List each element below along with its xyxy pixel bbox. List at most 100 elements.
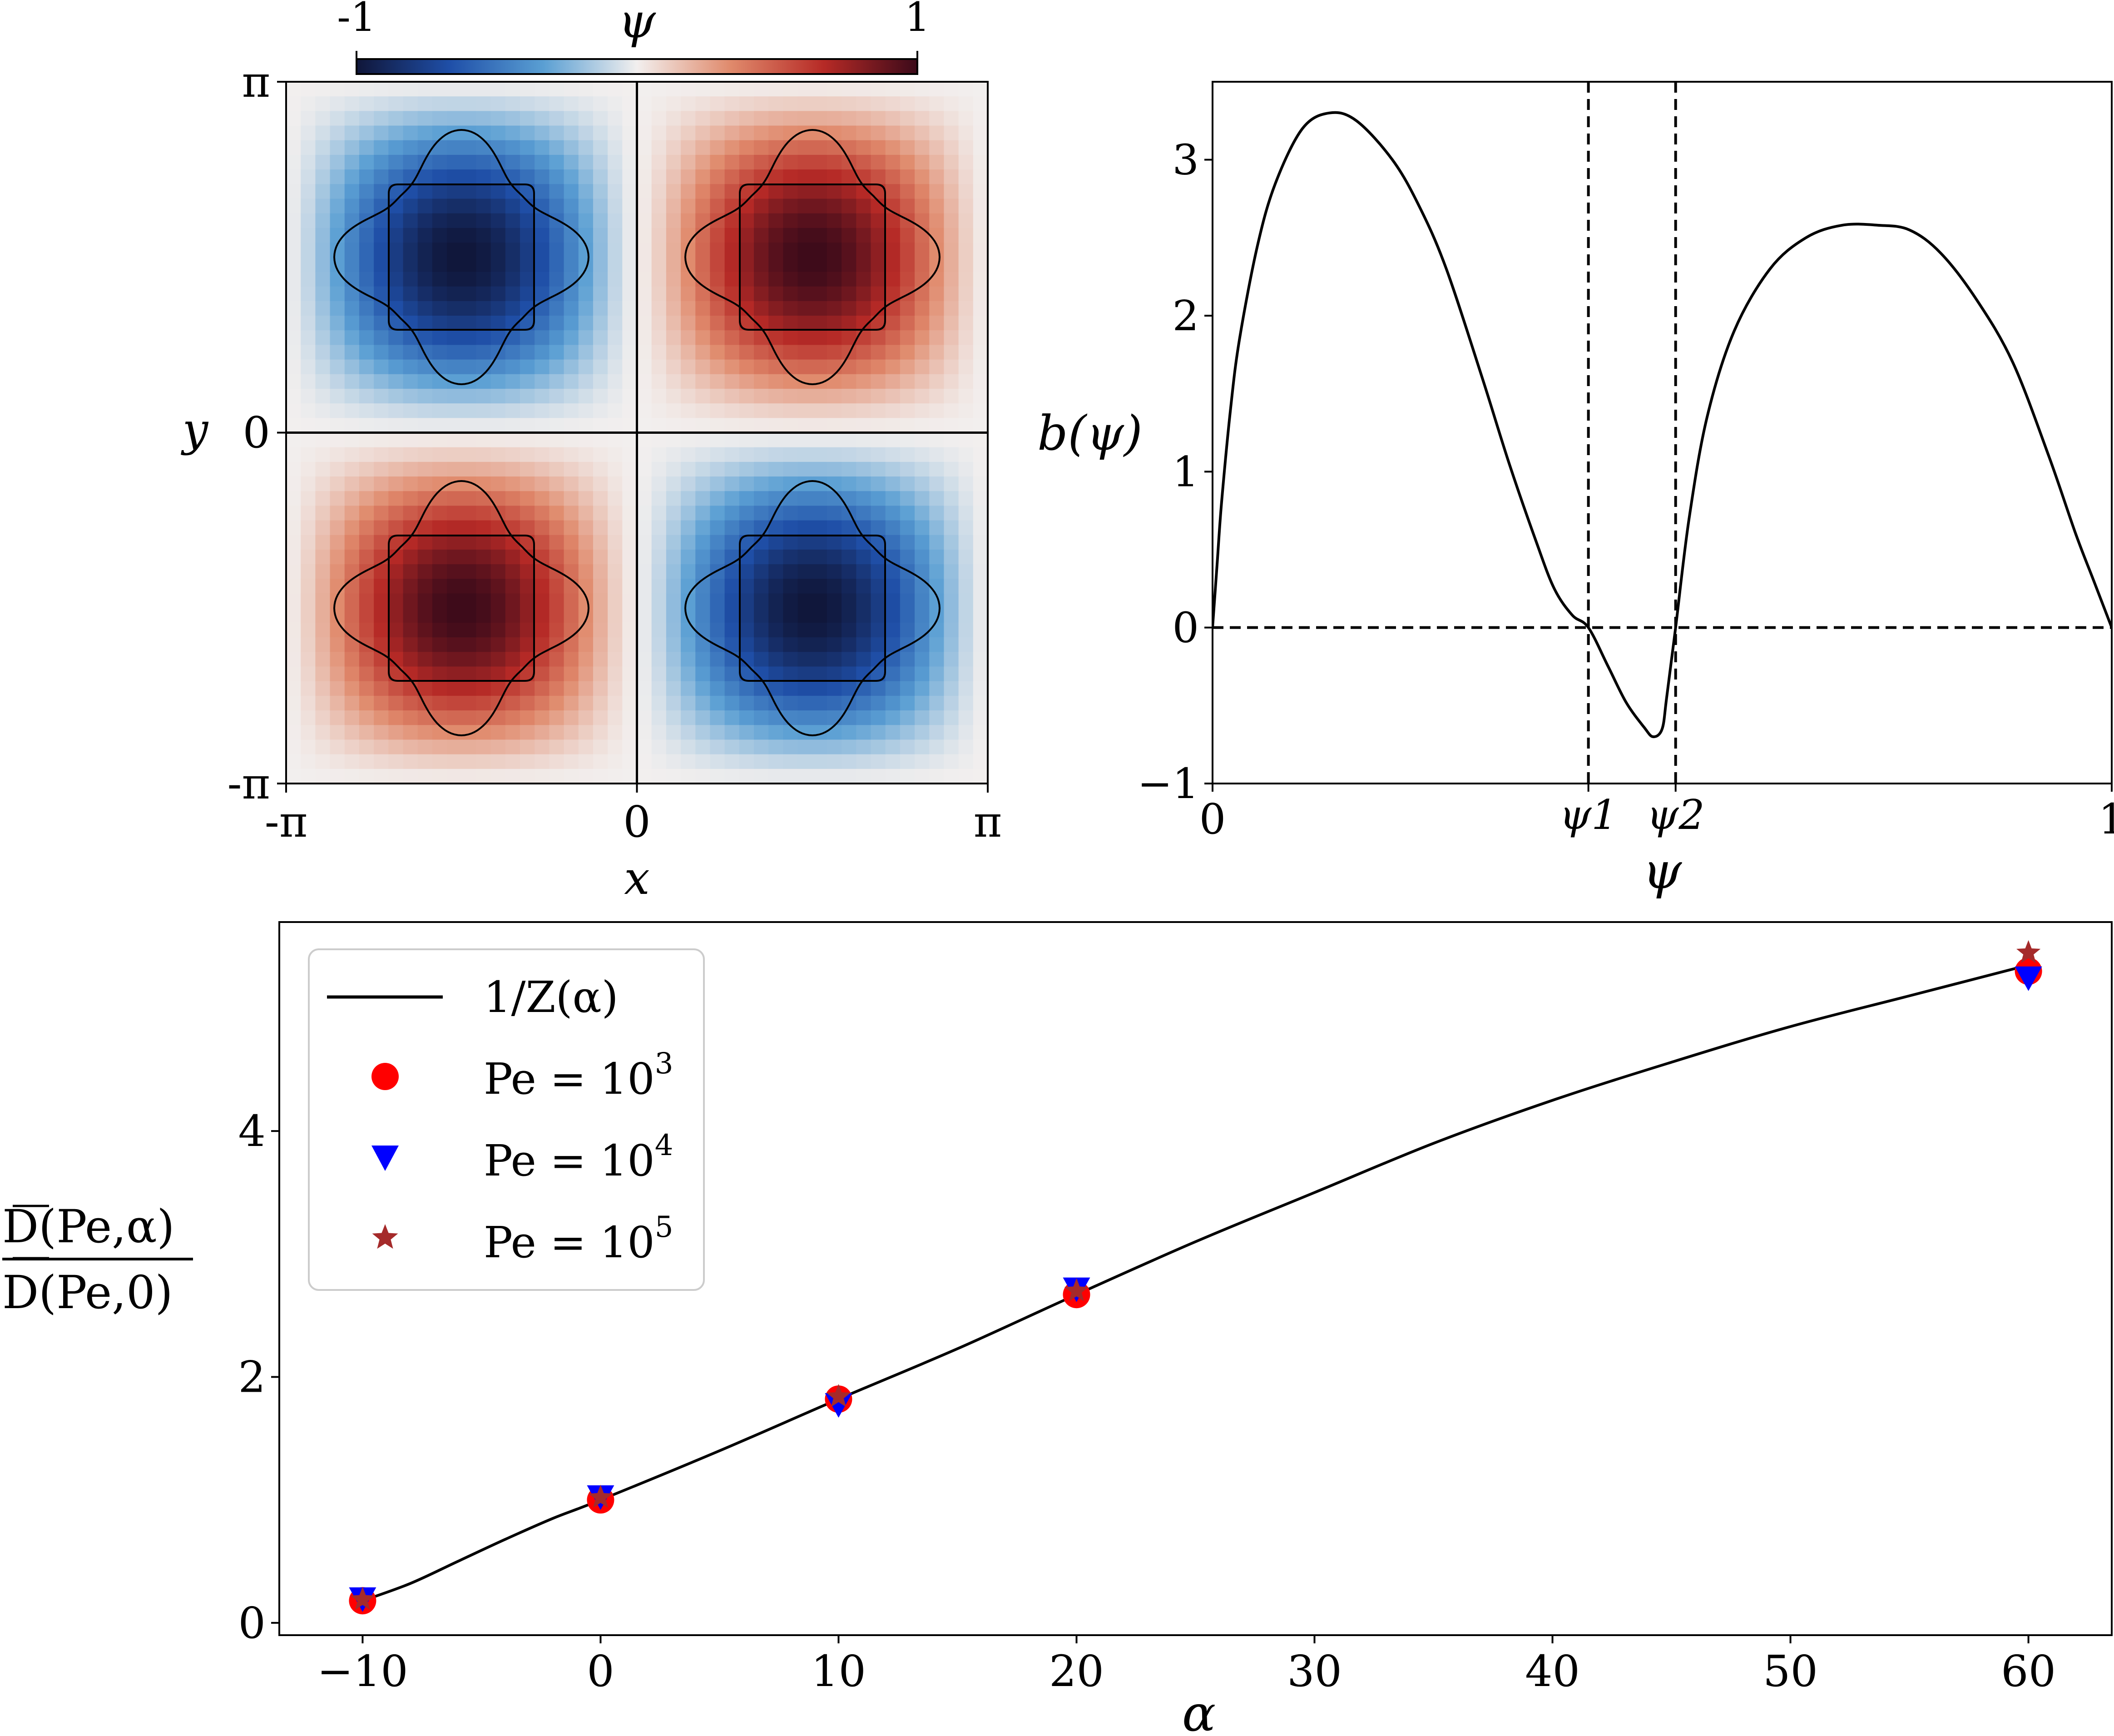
heatmap-cell [812,564,827,580]
heatmap-cell [666,739,681,755]
heatmap-cell [388,432,404,448]
heatmap-cell [797,666,813,682]
heatmap-cell [783,754,798,769]
b-psi-plot-area [1213,82,2112,784]
heatmap-cell [432,198,447,214]
heatmap-cell [973,550,988,565]
heatmap-cell [944,564,959,580]
heatmap-cell [783,608,798,623]
heatmap-cell [432,228,447,243]
heatmap-cell [915,169,930,185]
heatmap-cell [564,82,579,97]
heatmap-cell [447,169,462,185]
heatmap-cell [330,447,345,462]
heatmap-cell [827,140,842,155]
heatmap-cell [900,652,915,667]
heatmap-cell [637,184,652,199]
heatmap-cell [929,754,945,769]
heatmap-cell [330,198,345,214]
heatmap-cell [929,330,945,346]
heatmap-cell [286,111,301,126]
heatmap-cell [651,652,667,667]
heatmap-cell [915,345,930,360]
heatmap-cell [432,169,447,185]
heatmap-cell [915,506,930,521]
heatmap-cell [944,622,959,638]
heatmap-cell [505,754,520,769]
pe5-marker [588,1484,613,1508]
heatmap-cell [754,243,769,258]
diffusivity-ylabel: D(Pe,α) D(Pe,0) [2,1200,193,1319]
heatmap-cell [564,330,579,346]
heatmap-cell [344,359,360,375]
heatmap-cell [490,184,506,199]
heatmap-cell [315,140,331,155]
heatmap-cell [681,301,696,316]
heatmap-cell [900,608,915,623]
heatmap-cell [915,491,930,506]
heatmap-cell [885,111,901,126]
heatmap-cell [344,535,360,550]
heatmap-cell [359,374,374,389]
heatmap-cell [944,388,959,404]
heatmap-cell [651,725,667,740]
heatmap-cell [505,710,520,726]
heatmap-cell [417,243,433,258]
heatmap-cell [871,491,886,506]
heatmap-cell [958,286,974,302]
heatmap-cell [710,769,725,784]
heatmap-cell [608,447,623,462]
heatmap-cell [286,622,301,638]
heatmap-cell [915,461,930,477]
heatmap-cell [564,125,579,141]
heatmap-cell [900,622,915,638]
heatmap-cell [871,461,886,477]
heatmap-cell [973,535,988,550]
heatmap-cell [827,652,842,667]
heatmap-cell [900,243,915,258]
heatmap-cell [535,403,550,419]
heatmap-cell [739,476,754,492]
heatmap-cell [535,243,550,258]
heatmap-cell [768,198,784,214]
heatmap-cell [783,491,798,506]
heatmap-cell [432,257,447,273]
heatmap-cell [783,476,798,492]
heatmap-cell [301,301,316,316]
heatmap-cell [520,681,535,696]
heatmap-cell [666,564,681,580]
heatmap-cell [637,82,652,97]
heatmap-cell [608,228,623,243]
heatmap-cell [958,140,974,155]
heatmap-cell [842,666,857,682]
heatmap-cell [681,228,696,243]
heatmap-cell [944,447,959,462]
heatmap-cell [315,506,331,521]
heatmap-cell [900,198,915,214]
heatmap-cell [739,403,754,419]
heatmap-cell [797,652,813,667]
heatmap-cell [447,213,462,228]
heatmap-cell [315,608,331,623]
heatmap-cell [827,388,842,404]
heatmap-cell [915,739,930,755]
heatmap-cell [490,272,506,287]
heatmap-cell [417,637,433,653]
heatmap-cell [622,520,638,536]
heatmap-cell [885,125,901,141]
heatmap-cell [432,564,447,580]
heatmap-cell [637,345,652,360]
heatmap-cell [564,593,579,609]
heatmap-cell [505,330,520,346]
heatmap-cell [724,330,740,346]
heatmap-cell [330,286,345,302]
heatmap-cell [344,739,360,755]
heatmap-cell [915,213,930,228]
heatmap-cell [476,213,491,228]
heatmap-cell [812,418,827,433]
heatmap-cell [330,403,345,419]
heatmap-cell [915,198,930,214]
heatmap-cell [301,403,316,419]
heatmap-cell [944,213,959,228]
heatmap-cell [535,447,550,462]
